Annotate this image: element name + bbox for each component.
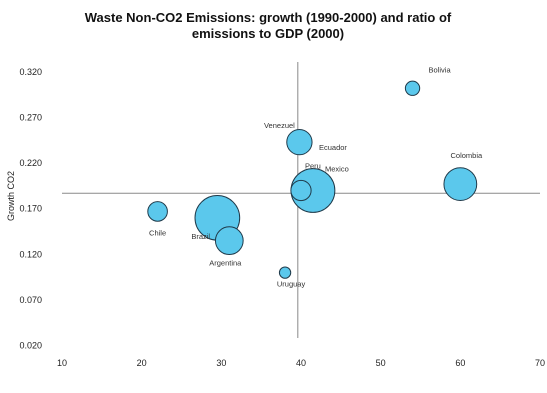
bubble-label: Brazil <box>191 232 210 241</box>
bubble-point <box>286 128 313 156</box>
x-tick-label: 30 <box>216 358 226 368</box>
y-tick-label: 0.170 <box>19 204 42 214</box>
chart-title-line-2: emissions to GDP (2000) <box>192 26 344 41</box>
y-tick-label: 0.120 <box>19 249 42 259</box>
bubble-label: Ecuador <box>319 143 347 152</box>
x-tick-label: 60 <box>455 358 465 368</box>
y-tick-label: 0.020 <box>19 341 42 351</box>
x-tick-label: 70 <box>535 358 545 368</box>
bubble-label: Mexico <box>325 164 349 173</box>
bubble-point <box>443 167 478 201</box>
y-tick-label: 0.320 <box>19 67 42 77</box>
bubble-label: Bolivia <box>429 65 452 74</box>
bubble-point <box>147 201 168 222</box>
x-tick-label: 20 <box>137 358 147 368</box>
y-tick-label: 0.220 <box>19 158 42 168</box>
bubble-point <box>278 266 292 279</box>
y-axis-label: Growth CO2 <box>6 171 16 221</box>
bubble-label: Argentina <box>209 259 242 268</box>
x-tick-label: 10 <box>57 358 67 368</box>
x-tick-label: 40 <box>296 358 306 368</box>
bubble-label: Peru <box>305 161 321 170</box>
plot-area: 10 20 30 40 50 60 70 0.020 0.070 0.120 0.170 0.220 0… <box>19 62 545 368</box>
bubble-point <box>214 226 244 256</box>
chart-title-line-1: Waste Non-CO2 Emissions: growth (1990-20… <box>85 10 452 25</box>
bubble-label: Uruguay <box>277 280 306 289</box>
bubble-label: Chile <box>149 228 166 237</box>
bubble-label: Colombia <box>450 151 483 160</box>
x-tick-label: 50 <box>376 358 386 368</box>
bubble-label: Venezuel <box>264 121 295 130</box>
bubble-point <box>290 179 312 202</box>
y-tick-label: 0.270 <box>19 112 42 122</box>
bubble-point <box>404 80 421 96</box>
y-tick-label: 0.070 <box>19 295 42 305</box>
